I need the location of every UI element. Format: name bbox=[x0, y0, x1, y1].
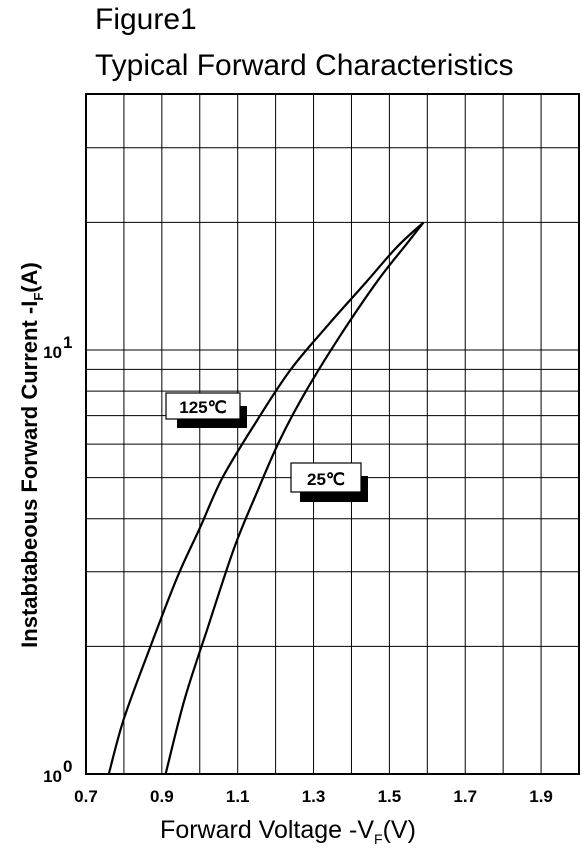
series-line-25C bbox=[164, 221, 425, 775]
annotation-25C-label: 25℃ bbox=[307, 470, 345, 489]
plot-grid bbox=[86, 94, 579, 774]
x-tick-labels: 0.7 0.9 1.1 1.3 1.5 1.7 1.9 bbox=[74, 787, 553, 806]
annotation-125C-label: 125℃ bbox=[179, 398, 226, 417]
y-tick-exponent: 0 bbox=[63, 757, 72, 776]
plot-frame bbox=[85, 93, 580, 775]
x-tick-label: 0.9 bbox=[150, 787, 174, 806]
annotation-25C: 25℃ bbox=[290, 462, 368, 502]
x-tick-label: 1.3 bbox=[302, 787, 326, 806]
y-tick-label: 10 bbox=[43, 767, 62, 786]
annotation-125C: 125℃ bbox=[165, 392, 247, 428]
y-tick-exponent: 1 bbox=[63, 333, 72, 352]
x-tick-label: 1.1 bbox=[226, 787, 250, 806]
chart-title: Typical Forward Characteristics bbox=[95, 49, 514, 82]
x-tick-label: 1.7 bbox=[453, 787, 477, 806]
y-axis-title: Instabtabeous Forward Current -IF(A) bbox=[17, 262, 46, 648]
figure-number: Figure1 bbox=[95, 3, 197, 36]
annotation-125C-box bbox=[165, 392, 241, 420]
annotation-25C-box bbox=[290, 462, 362, 493]
x-tick-label: 0.7 bbox=[74, 787, 98, 806]
x-tick-label: 1.5 bbox=[378, 787, 402, 806]
y-tick-label: 10 bbox=[43, 343, 62, 362]
x-axis-title: Forward Voltage -VF(V) bbox=[160, 816, 416, 847]
x-tick-label: 1.9 bbox=[529, 787, 553, 806]
series-group bbox=[107, 221, 425, 775]
series-line-125C bbox=[107, 221, 425, 775]
